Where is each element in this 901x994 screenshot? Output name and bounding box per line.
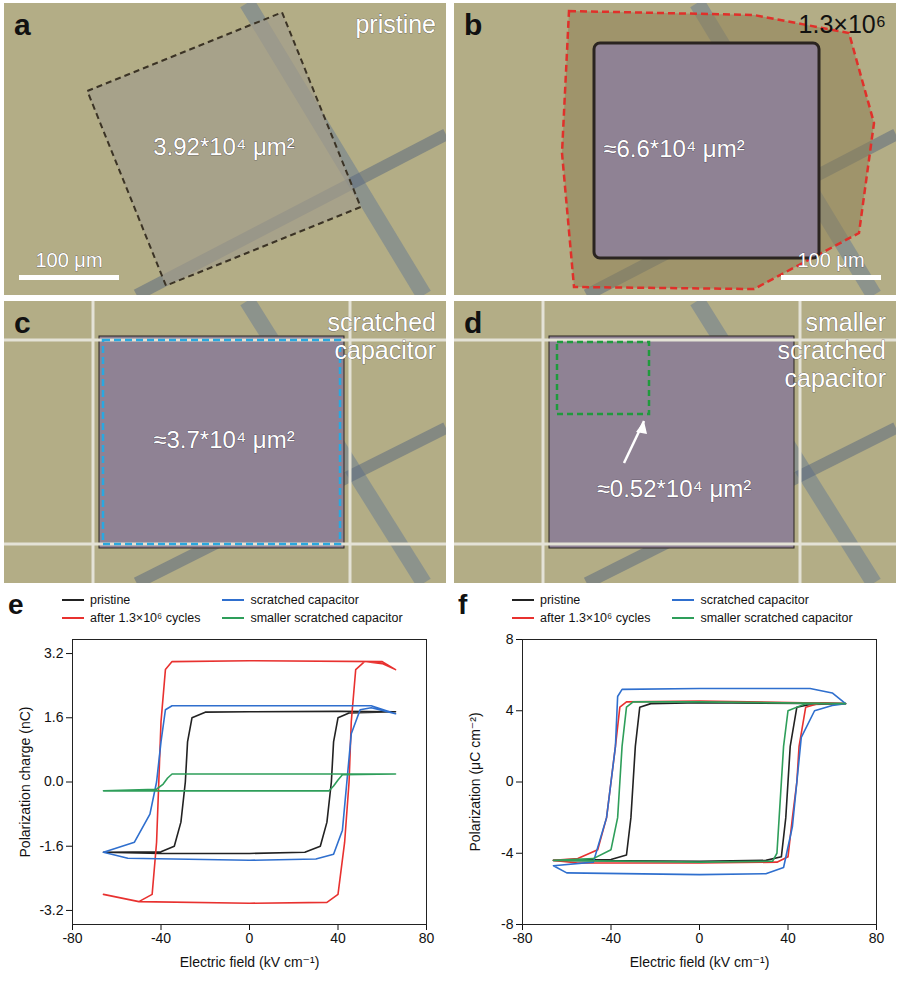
html-text:scratched capacitor: scratched capacitor [700,593,809,607]
svg-text:scratched: scratched [778,336,886,364]
svg-text:3.2: 3.2 [44,645,64,661]
svg-text:3.92*10⁴ μm²: 3.92*10⁴ μm² [153,133,295,160]
svg-text:0.0: 0.0 [44,773,64,789]
svg-text:Electric field (kV cm⁻¹): Electric field (kV cm⁻¹) [180,954,320,970]
svg-text:-40: -40 [151,930,171,946]
html-text:f: f [458,589,468,620]
svg-text:≈0.52*10⁴ μm²: ≈0.52*10⁴ μm² [597,475,752,502]
svg-text:pristine: pristine [355,10,436,38]
svg-text:100 μm: 100 μm [797,249,864,271]
svg-text:-80: -80 [512,930,532,946]
svg-text:4: 4 [506,702,514,718]
svg-text:1.6: 1.6 [44,709,64,725]
svg-text:80: 80 [869,930,885,946]
svg-text:capacitor: capacitor [335,336,436,364]
html-text:pristine: pristine [540,593,581,607]
svg-text:0: 0 [696,930,704,946]
svg-text:capacitor: capacitor [785,364,886,392]
svg-text:0: 0 [506,773,514,789]
svg-text:Polarization charge (nC): Polarization charge (nC) [17,707,33,858]
svg-text:0: 0 [246,930,254,946]
html-text:smaller scratched capacitor: smaller scratched capacitor [250,611,403,625]
html-text:e: e [8,589,24,620]
svg-text:100 μm: 100 μm [35,249,102,271]
svg-text:-3.2: -3.2 [39,902,63,918]
html-text:after 1.3×10⁶ cycles: after 1.3×10⁶ cycles [90,611,201,625]
svg-text:-4: -4 [501,845,514,861]
svg-text:1.3×10⁶: 1.3×10⁶ [799,10,886,38]
svg-text:d: d [464,306,482,339]
svg-text:≈3.7*10⁴ μm²: ≈3.7*10⁴ μm² [153,426,294,453]
svg-text:80: 80 [419,930,435,946]
svg-text:Polarization (μC cm⁻²): Polarization (μC cm⁻²) [467,712,483,851]
svg-text:8: 8 [506,631,514,647]
html-text:smaller scratched capacitor: smaller scratched capacitor [700,611,853,625]
svg-text:-1.6: -1.6 [39,838,63,854]
svg-text:scratched: scratched [328,308,436,336]
svg-text:a: a [14,8,31,41]
svg-text:-80: -80 [62,930,82,946]
svg-text:40: 40 [780,930,796,946]
svg-text:≈6.6*10⁴ μm²: ≈6.6*10⁴ μm² [603,135,744,162]
svg-text:Electric field (kV cm⁻¹): Electric field (kV cm⁻¹) [630,954,770,970]
html-text:scratched capacitor: scratched capacitor [250,593,359,607]
html-text:pristine: pristine [90,593,131,607]
svg-text:b: b [464,8,482,41]
svg-text:c: c [14,306,31,339]
svg-text:-40: -40 [601,930,621,946]
svg-text:40: 40 [330,930,346,946]
html-text:after 1.3×10⁶ cycles: after 1.3×10⁶ cycles [540,611,651,625]
svg-text:-8: -8 [501,916,514,932]
svg-text:smaller: smaller [805,308,886,336]
